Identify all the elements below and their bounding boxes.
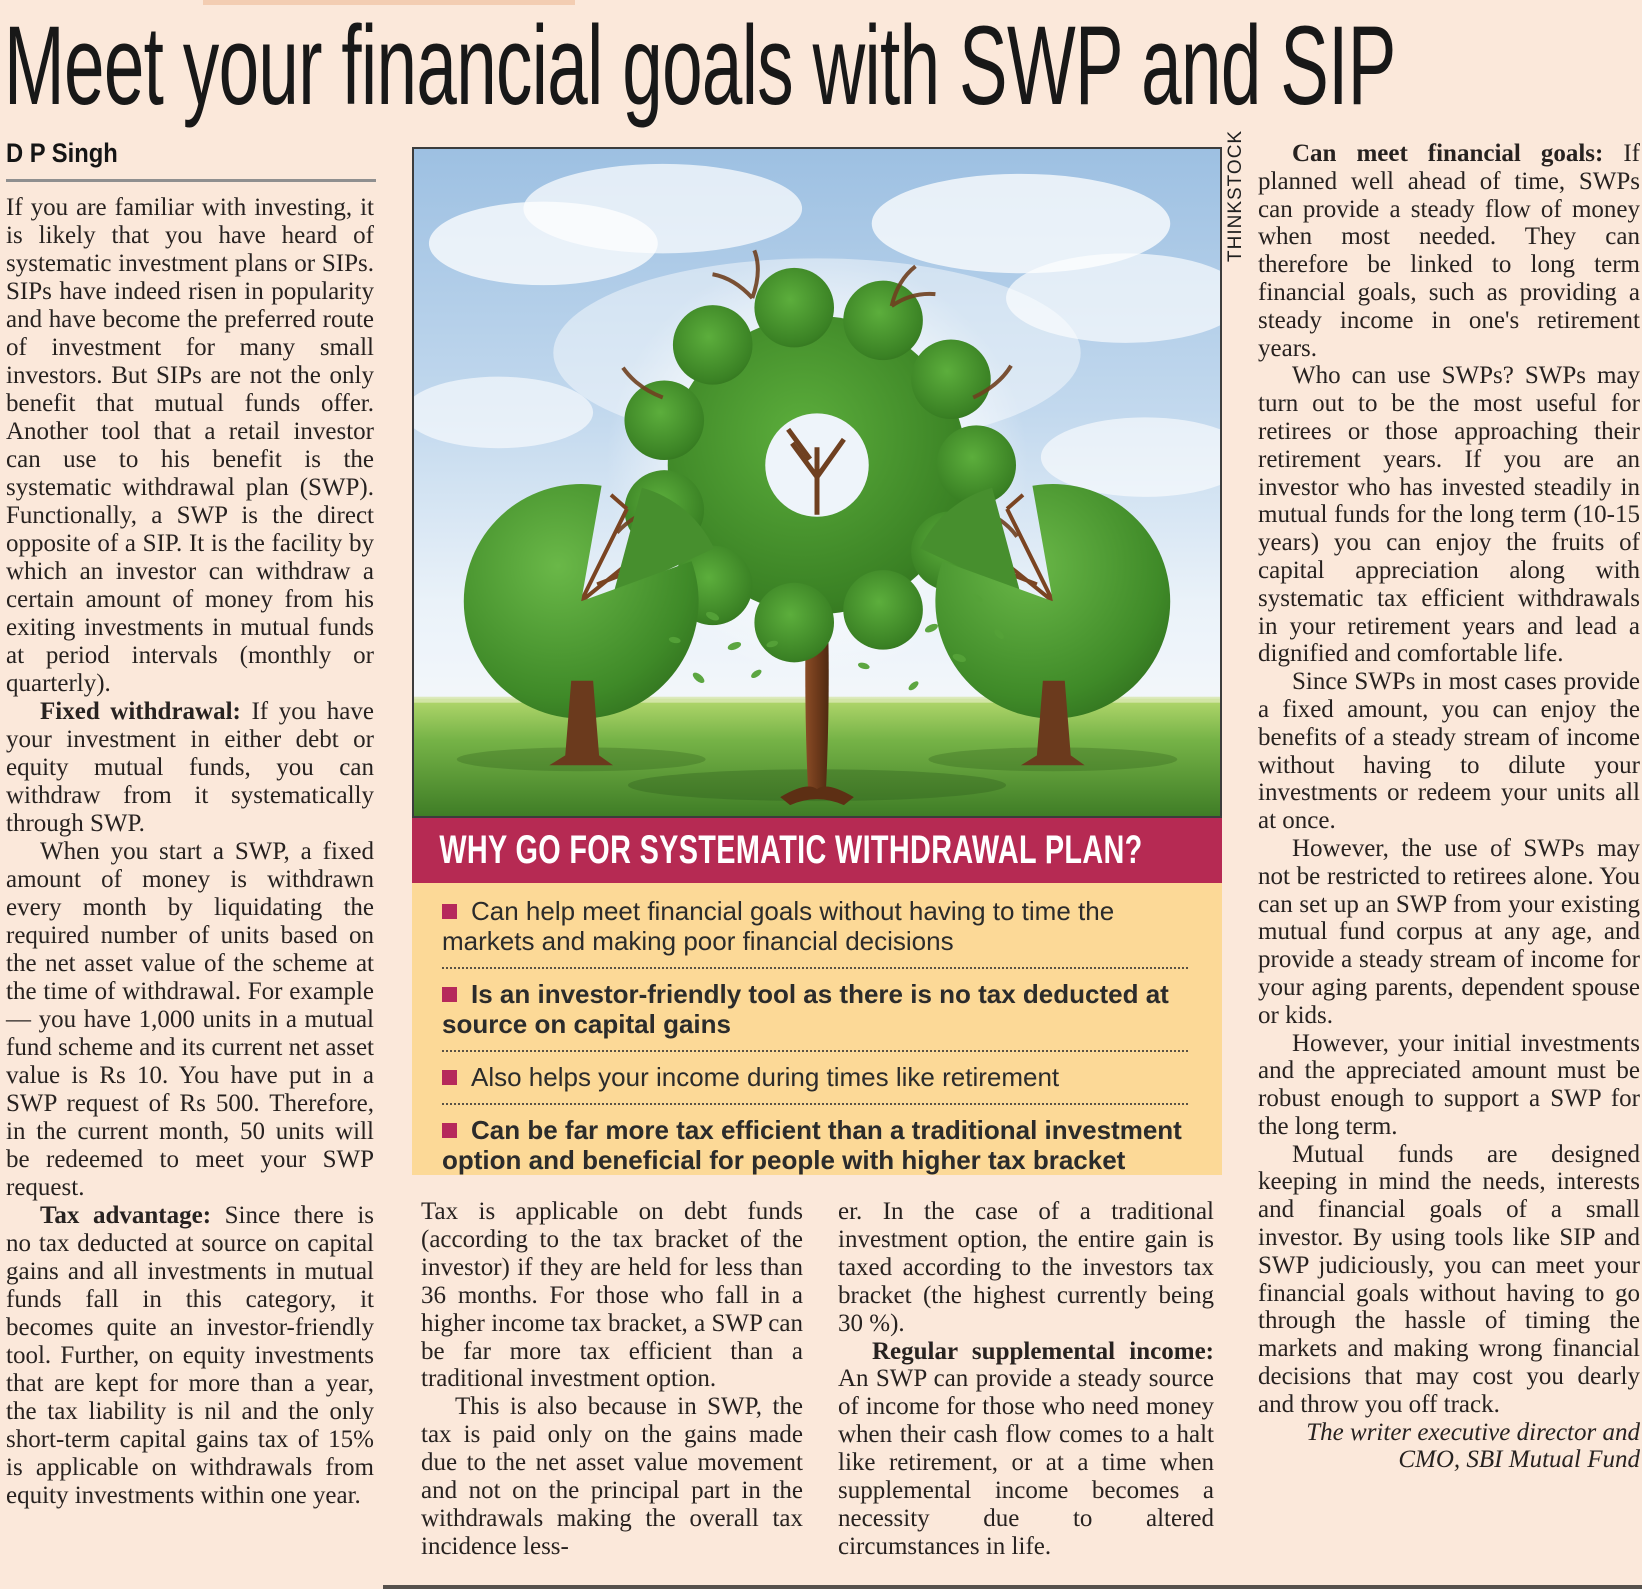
infobox-banner: WHY GO FOR SYSTEMATIC WITHDRAWAL PLAN? <box>412 818 1222 883</box>
photo-credit: THINKSTOCK <box>1225 129 1246 262</box>
photo-gear-pie-trees <box>412 147 1222 818</box>
paragraph: Tax advantage: Since there is no tax ded… <box>6 1202 374 1509</box>
bottom-rule <box>383 1585 1642 1589</box>
kicker-strip <box>203 0 575 5</box>
infobox-item: Is an investor-friendly tool as there is… <box>442 969 1188 1052</box>
bullet-square-icon <box>442 1123 457 1138</box>
article-headline: Meet your financial goals with SWP and S… <box>4 3 1396 128</box>
writer-tagline: The writer executive director and CMO, S… <box>1306 1418 1640 1474</box>
bullet-square-icon <box>442 904 457 919</box>
paragraph: When you start a SWP, a fixed amount of … <box>6 838 374 1201</box>
paragraph: Since SWPs in most cases provide a fixed… <box>1258 668 1640 835</box>
infobox-item: Can be far more tax efficient than a tra… <box>442 1115 1182 1175</box>
paragraph: However, your initial investments and th… <box>1258 1029 1640 1140</box>
paragraph: Mutual funds are designed keeping in min… <box>1258 1140 1640 1418</box>
column-right: Can meet financial goals: If planned wel… <box>1258 140 1640 1474</box>
bullet-square-icon <box>442 1070 457 1085</box>
column-middle-left: Tax is applicable on debt funds (accordi… <box>421 1198 803 1561</box>
infobox-item: Also helps your income during times like… <box>442 1052 1188 1105</box>
column-left: If you are familiar with investing, it i… <box>6 194 374 1510</box>
photo-illustration <box>414 149 1220 816</box>
byline-rule <box>6 179 376 182</box>
paragraph: Who can use SWPs? SWPs may turn out to b… <box>1258 362 1640 668</box>
infobox-panel: Can help meet financial goals without ha… <box>412 883 1222 1175</box>
byline: D P Singh <box>6 138 118 168</box>
paragraph: Tax is applicable on debt funds (accordi… <box>421 1198 803 1393</box>
infobox-item: Can help meet financial goals without ha… <box>442 886 1188 969</box>
paragraph: However, the use of SWPs may not be rest… <box>1258 834 1640 1029</box>
paragraph: Can meet financial goals: If planned wel… <box>1258 140 1640 362</box>
paragraph: If you are familiar with investing, it i… <box>6 194 374 697</box>
paragraph: Regular supplemental income: An SWP can … <box>838 1337 1214 1560</box>
infobox-title: WHY GO FOR SYSTEMATIC WITHDRAWAL PLAN? <box>439 828 1143 872</box>
column-middle-right: er. In the case of a traditional investm… <box>838 1198 1214 1561</box>
paragraph: This is also because in SWP, the tax is … <box>421 1393 803 1560</box>
bullet-square-icon <box>442 987 457 1002</box>
paragraph: Fixed withdrawal: If you have your inves… <box>6 698 374 837</box>
paragraph: er. In the case of a traditional investm… <box>838 1198 1214 1337</box>
